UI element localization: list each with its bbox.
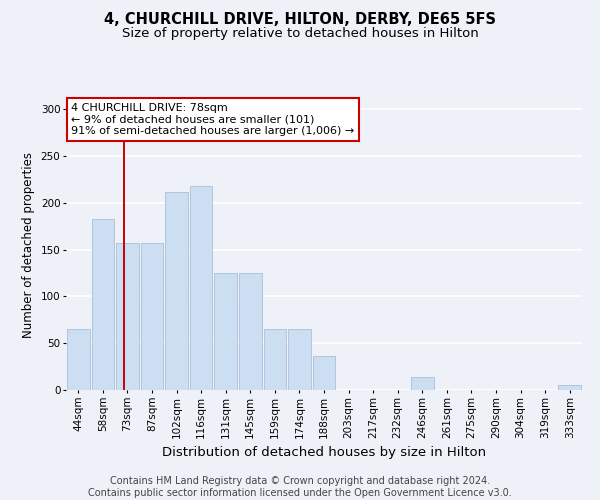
Bar — [411, 377, 434, 390]
Bar — [313, 356, 335, 390]
Bar — [92, 219, 114, 390]
Bar — [559, 386, 581, 390]
Bar — [288, 329, 311, 390]
Bar — [140, 243, 163, 390]
Bar — [214, 273, 237, 390]
Bar — [116, 243, 139, 390]
Bar — [165, 192, 188, 390]
Text: 4 CHURCHILL DRIVE: 78sqm
← 9% of detached houses are smaller (101)
91% of semi-d: 4 CHURCHILL DRIVE: 78sqm ← 9% of detache… — [71, 103, 355, 136]
Bar — [263, 329, 286, 390]
Text: 4, CHURCHILL DRIVE, HILTON, DERBY, DE65 5FS: 4, CHURCHILL DRIVE, HILTON, DERBY, DE65 … — [104, 12, 496, 28]
Bar — [239, 273, 262, 390]
Bar — [67, 329, 89, 390]
Bar — [190, 186, 212, 390]
X-axis label: Distribution of detached houses by size in Hilton: Distribution of detached houses by size … — [162, 446, 486, 459]
Text: Contains HM Land Registry data © Crown copyright and database right 2024.
Contai: Contains HM Land Registry data © Crown c… — [88, 476, 512, 498]
Y-axis label: Number of detached properties: Number of detached properties — [22, 152, 35, 338]
Text: Size of property relative to detached houses in Hilton: Size of property relative to detached ho… — [122, 28, 478, 40]
